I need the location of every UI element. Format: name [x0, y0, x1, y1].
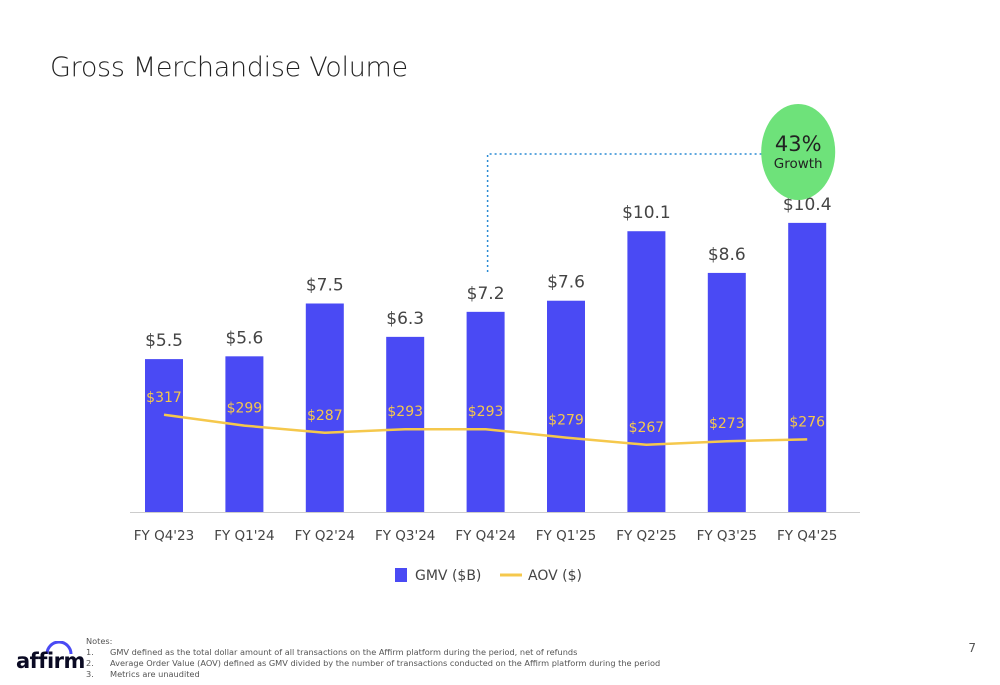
x-tick-label: FY Q4'24 — [455, 528, 515, 544]
note-number: 2. — [86, 658, 94, 668]
gmv-bar — [627, 231, 666, 512]
gmv-bar — [547, 300, 585, 512]
x-tick-label: FY Q1'24 — [214, 528, 274, 544]
gmv-bar — [145, 359, 183, 512]
gmv-bar — [225, 356, 264, 512]
note-text: Average Order Value (AOV) defined as GMV… — [110, 658, 661, 668]
aov-data-label: $293 — [387, 404, 423, 420]
growth-badge — [761, 104, 836, 200]
x-tick-label: FY Q2'24 — [295, 528, 355, 544]
gmv-data-label: $10.1 — [622, 203, 671, 223]
gmv-data-label: $7.2 — [467, 284, 505, 304]
x-tick-label: FY Q4'25 — [777, 528, 837, 544]
page-title: Gross Merchandise Volume — [50, 52, 408, 83]
aov-data-label: $287 — [307, 408, 343, 424]
aov-line — [163, 413, 808, 447]
legend-label-aov: AOV ($) — [528, 568, 582, 584]
aov-data-label: $279 — [548, 413, 584, 429]
growth-label: Growth — [774, 156, 823, 172]
aov-data-label: $317 — [146, 390, 182, 406]
note-text: GMV defined as the total dollar amount o… — [110, 647, 578, 657]
gmv-data-label: $7.6 — [547, 273, 585, 293]
aov-data-label: $276 — [789, 414, 825, 430]
note-item: 1. GMV defined as the total dollar amoun… — [86, 647, 660, 658]
x-tick-label: FY Q2'25 — [616, 528, 676, 544]
gmv-data-label: $8.6 — [708, 245, 746, 265]
aov-data-label: $299 — [227, 401, 263, 417]
logo-arc-icon — [45, 641, 73, 655]
legend-label-gmv: GMV ($B) — [415, 568, 481, 584]
note-number: 3. — [86, 669, 94, 679]
gmv-data-label: $5.5 — [145, 331, 183, 351]
x-tick-label: FY Q3'25 — [697, 528, 757, 544]
gmv-bar — [386, 336, 425, 512]
gmv-data-label: $7.5 — [306, 276, 344, 296]
gmv-bar — [466, 311, 505, 512]
x-tick-label: FY Q1'25 — [536, 528, 596, 544]
aov-data-label: $267 — [629, 420, 665, 436]
gmv-data-label: $6.3 — [386, 309, 424, 329]
gmv-chart: $5.5 FY Q4'23 $5.6 FY Q1'24 $7.5 FY Q2'24 $6.3… — [130, 104, 860, 584]
page-number: 7 — [968, 641, 976, 655]
gmv-data-label: $10.4 — [783, 195, 832, 215]
notes-heading: Notes: — [86, 636, 113, 646]
legend-swatch-gmv — [395, 568, 407, 582]
notes: Notes: 1. GMV defined as the total dolla… — [86, 636, 660, 680]
gmv-bar — [707, 272, 746, 512]
gmv-bar — [788, 222, 827, 512]
x-tick-label: FY Q3'24 — [375, 528, 435, 544]
note-item: 2. Average Order Value (AOV) defined as … — [86, 658, 660, 669]
affirm-logo: affirm — [16, 649, 85, 673]
note-text: Metrics are unaudited — [110, 669, 200, 679]
gmv-data-label: $5.6 — [225, 328, 263, 348]
aov-data-label: $273 — [709, 416, 745, 432]
aov-data-label: $293 — [468, 404, 504, 420]
x-tick-label: FY Q4'23 — [134, 528, 194, 544]
note-item: 3. Metrics are unaudited — [86, 669, 660, 680]
note-number: 1. — [86, 647, 94, 657]
growth-value: 43% — [775, 132, 822, 156]
gmv-bar — [305, 303, 344, 512]
